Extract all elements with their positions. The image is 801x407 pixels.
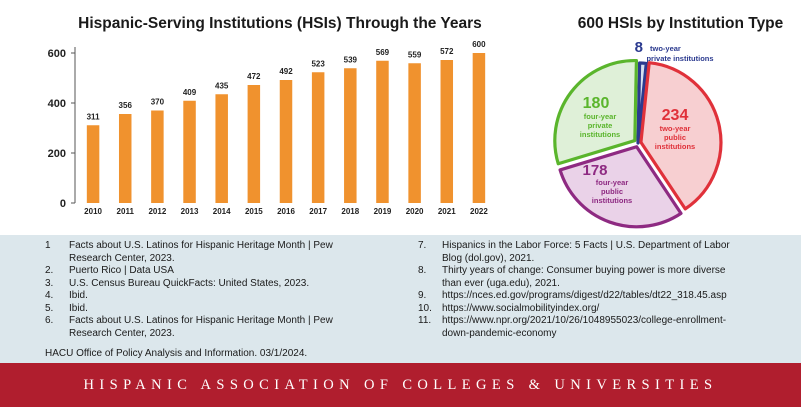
y-tick-label: 400	[48, 98, 66, 110]
reference-note-number: 11.	[418, 315, 432, 326]
reference-note-text: Puerto Rico | Data USA	[69, 265, 174, 276]
organization-banner: HISPANIC ASSOCIATION OF COLLEGES & UNIVE…	[0, 363, 801, 407]
x-tick-label: 2021	[438, 207, 456, 216]
bar	[118, 114, 132, 203]
pie-chart-title: 600 HSIs by Institution Type	[577, 15, 784, 32]
bar-value-label: 435	[215, 81, 229, 90]
bar-value-label: 572	[440, 47, 454, 56]
bar	[376, 60, 389, 203]
y-tick-label: 0	[60, 198, 66, 210]
bar-value-label: 311	[87, 112, 100, 121]
x-tick-label: 2020	[406, 207, 424, 216]
banner-text: HISPANIC ASSOCIATION OF COLLEGES & UNIVE…	[83, 377, 718, 393]
bar	[279, 80, 293, 203]
reference-note-number: 1	[45, 240, 51, 251]
reference-note-text: Hispanics in the Labor Force: 5 Facts | …	[442, 240, 730, 251]
reference-note-number: 6.	[45, 315, 54, 326]
bar-value-label: 370	[151, 98, 165, 107]
reference-note-text: U.S. Census Bureau QuickFacts: United St…	[69, 277, 310, 289]
reference-note-text: Thirty years of change: Consumer buying …	[442, 265, 726, 276]
bar	[247, 85, 261, 203]
bar	[344, 68, 357, 203]
bar	[151, 110, 164, 203]
reference-note-number: 8.	[418, 265, 427, 276]
bar-chart: 0 200 400 600 311 2010 356 2011 370 2012 409 2013 43…	[48, 40, 489, 216]
bar-value-label: 559	[408, 50, 422, 59]
reference-note-number: 5.	[45, 302, 54, 314]
reference-note-number: 2.	[45, 265, 54, 276]
x-tick-label: 2010	[84, 207, 102, 216]
reference-note-number: 10.	[418, 302, 432, 314]
x-tick-label: 2017	[309, 207, 327, 216]
x-tick-label: 2011	[117, 207, 135, 216]
bar	[440, 60, 454, 203]
x-tick-label: 2012	[148, 207, 166, 216]
bar	[472, 53, 486, 203]
bar	[183, 100, 196, 203]
reference-note-text: https://www.socialmobilityindex.org/	[442, 302, 600, 314]
reference-note-text: Blog (dol.gov), 2021.	[442, 252, 535, 264]
bar	[311, 72, 325, 203]
bar-value-label: 409	[183, 88, 197, 97]
reference-note-text: https://www.npr.org/2021/10/26/104895502…	[442, 315, 727, 326]
bar-value-label: 523	[311, 59, 325, 68]
reference-note-number: 7.	[418, 240, 427, 251]
bar-value-label: 492	[279, 67, 293, 76]
reference-note-text: than ever (uga.edu), 2021.	[442, 277, 560, 289]
x-tick-label: 2016	[277, 207, 295, 216]
reference-note-text: https://nces.ed.gov/programs/digest/d22/…	[442, 290, 727, 301]
reference-note-text: Research Center, 2023.	[69, 252, 175, 264]
reference-note-text: Research Center, 2023.	[69, 327, 175, 339]
y-tick-label: 200	[48, 148, 66, 160]
x-tick-label: 2015	[245, 207, 263, 216]
y-tick-label: 600	[48, 48, 66, 60]
bar	[408, 63, 421, 203]
reference-note-text: Facts about U.S. Latinos for Hispanic He…	[69, 315, 333, 326]
bar-value-label: 569	[376, 48, 390, 57]
bar-value-label: 600	[472, 40, 486, 49]
reference-note-number: 4.	[45, 290, 54, 301]
x-tick-label: 2014	[213, 207, 231, 216]
reference-note-text: Facts about U.S. Latinos for Hispanic He…	[69, 240, 333, 251]
x-tick-label: 2019	[374, 207, 392, 216]
bar	[215, 94, 228, 203]
bar	[86, 125, 100, 203]
notes-panel: HACU Office of Policy Analysis and Infor…	[0, 235, 801, 363]
x-tick-label: 2018	[341, 207, 359, 216]
reference-note-text: down-pandemic-economy	[442, 327, 557, 339]
bar-value-label: 472	[247, 72, 261, 81]
x-tick-label: 2022	[470, 207, 488, 216]
x-tick-label: 2013	[181, 207, 199, 216]
reference-note-text: Ibid.	[69, 290, 88, 301]
reference-note-number: 3.	[45, 277, 54, 289]
reference-note-text: Ibid.	[69, 302, 88, 314]
reference-note-number: 9.	[418, 290, 427, 301]
bar-value-label: 356	[119, 101, 133, 110]
bar-value-label: 539	[344, 55, 358, 64]
footer-note: HACU Office of Policy Analysis and Infor…	[45, 348, 308, 359]
bar-chart-title: Hispanic-Serving Institutions (HSIs) Thr…	[78, 15, 482, 32]
